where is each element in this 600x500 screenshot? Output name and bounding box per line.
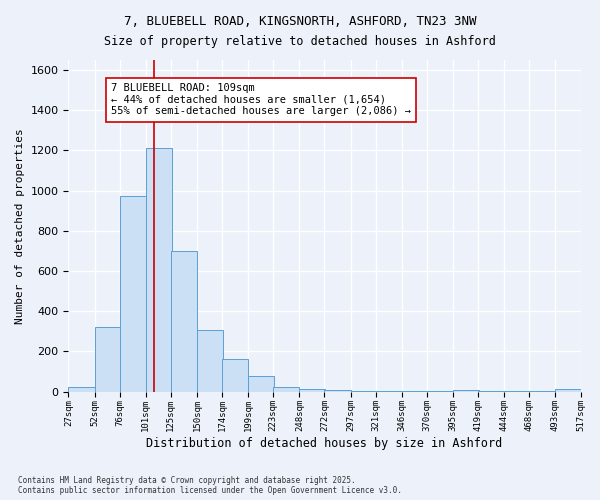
- Bar: [222, 360, 248, 392]
- Bar: [95, 328, 121, 392]
- X-axis label: Distribution of detached houses by size in Ashford: Distribution of detached houses by size …: [146, 437, 503, 450]
- Bar: [197, 330, 223, 392]
- Bar: [146, 148, 172, 392]
- Bar: [556, 389, 581, 392]
- Bar: [299, 388, 325, 392]
- Bar: [171, 251, 197, 392]
- Bar: [325, 390, 350, 392]
- Text: Size of property relative to detached houses in Ashford: Size of property relative to detached ho…: [104, 35, 496, 48]
- Bar: [68, 386, 95, 392]
- Text: 7, BLUEBELL ROAD, KINGSNORTH, ASHFORD, TN23 3NW: 7, BLUEBELL ROAD, KINGSNORTH, ASHFORD, T…: [124, 15, 476, 28]
- Y-axis label: Number of detached properties: Number of detached properties: [15, 128, 25, 324]
- Bar: [376, 391, 402, 392]
- Bar: [350, 390, 377, 392]
- Text: 7 BLUEBELL ROAD: 109sqm
← 44% of detached houses are smaller (1,654)
55% of semi: 7 BLUEBELL ROAD: 109sqm ← 44% of detache…: [111, 83, 411, 116]
- Bar: [248, 376, 274, 392]
- Bar: [273, 386, 299, 392]
- Bar: [453, 390, 479, 392]
- Bar: [119, 196, 146, 392]
- Text: Contains HM Land Registry data © Crown copyright and database right 2025.
Contai: Contains HM Land Registry data © Crown c…: [18, 476, 402, 495]
